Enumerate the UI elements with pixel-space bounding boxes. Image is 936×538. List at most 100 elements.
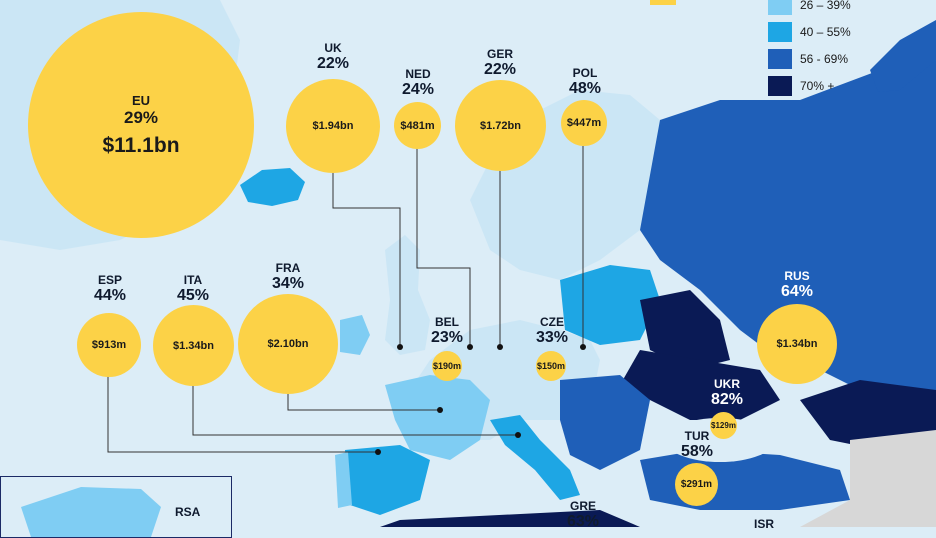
spain-shape <box>345 445 430 515</box>
uk-pct: 22% <box>316 55 350 73</box>
isr-code: ISR <box>753 517 775 531</box>
bubble-esp: $913m <box>77 313 141 377</box>
legend-row: 56 - 69% <box>768 45 936 72</box>
label-rus: RUS 64% <box>780 269 814 301</box>
legend-swatch <box>768 21 792 42</box>
dot-ita <box>515 432 521 438</box>
ned-amount: $481m <box>400 119 435 132</box>
rsa-code: RSA <box>175 505 201 519</box>
bubble-pol: $447m <box>561 100 607 146</box>
balkans-shape <box>560 375 650 470</box>
inset-map <box>21 487 161 537</box>
tur-pct: 58% <box>680 443 714 461</box>
bubble-ita: $1.34bn <box>153 305 234 386</box>
france-shape <box>385 375 490 460</box>
legend-label: 56 - 69% <box>800 51 849 66</box>
bel-pct: 23% <box>430 329 464 347</box>
legend-row: 40 – 55% <box>768 18 936 45</box>
label-bel: BEL 23% <box>430 315 464 347</box>
ukr-code: UKR <box>714 377 740 391</box>
cze-pct: 33% <box>535 329 569 347</box>
eu-pct: 29% <box>123 107 159 127</box>
dot-uk <box>397 344 403 350</box>
leader-ita <box>192 385 518 436</box>
ger-pct: 22% <box>483 61 517 79</box>
tur-code: TUR <box>684 429 710 443</box>
leader-fra <box>287 392 440 411</box>
belarus-shape <box>640 290 730 370</box>
esp-pct: 44% <box>93 287 127 305</box>
ned-code: NED <box>405 67 431 81</box>
bubble-ukr: $129m <box>710 412 737 439</box>
fra-pct: 34% <box>271 275 305 293</box>
uk-code: UK <box>324 41 342 55</box>
legend-row: 70% + <box>768 72 936 99</box>
portugal-shape <box>335 452 352 508</box>
pol-code: POL <box>572 66 598 80</box>
pol-amount: $447m <box>566 117 602 129</box>
dot-ned <box>467 344 473 350</box>
leader-lines <box>107 146 584 453</box>
bubble-uk: $1.94bn <box>286 79 380 173</box>
bel-code: BEL <box>435 315 459 329</box>
label-uk: UK 22% <box>316 41 350 73</box>
gre-code: GRE <box>569 499 596 513</box>
rus-pct: 64% <box>780 283 814 301</box>
ita-pct: 45% <box>176 287 210 305</box>
ukr-amount: $129m <box>711 421 736 430</box>
bubble-ger: $1.72bn <box>455 80 546 171</box>
bubble-tur: $291m <box>675 463 718 506</box>
label-ita: ITA 45% <box>176 273 210 305</box>
bel-amount: $190m <box>432 361 462 371</box>
label-ger: GER 22% <box>483 47 517 79</box>
black-sea <box>665 418 775 462</box>
label-ned: NED 24% <box>401 67 435 99</box>
legend-swatch <box>768 75 792 96</box>
legend-label: 70% + <box>800 78 835 93</box>
label-tur: TUR 58% <box>680 429 714 461</box>
caucasus-shape <box>800 380 936 450</box>
dot-ger <box>497 344 503 350</box>
label-isr: ISR <box>753 517 775 531</box>
italy-shape <box>490 415 580 500</box>
eu-code: EU <box>131 92 151 108</box>
rsa-shape <box>21 487 161 537</box>
label-gre: GRE 63% <box>566 499 600 531</box>
rus-code: RUS <box>784 269 810 283</box>
tur-amount: $291m <box>680 479 713 490</box>
fra-code: FRA <box>275 261 301 275</box>
poland-shape <box>560 265 660 345</box>
fra-amount: $2.10bn <box>267 338 309 350</box>
uk-shape <box>385 235 430 355</box>
ned-pct: 24% <box>401 81 435 99</box>
ger-amount: $1.72bn <box>480 119 521 132</box>
esp-code: ESP <box>97 273 122 287</box>
label-ukr: UKR 82% <box>710 377 744 409</box>
legend-label: 40 – 55% <box>800 24 851 39</box>
esp-amount: $913m <box>91 339 127 351</box>
inset-rsa: RSA <box>0 476 232 538</box>
bubble-rus: $1.34bn <box>757 304 837 384</box>
leader-uk <box>332 172 401 347</box>
ger-code: GER <box>486 47 513 61</box>
dot-esp <box>375 449 381 455</box>
legend-swatch <box>768 0 792 15</box>
legend-swatch <box>768 48 792 69</box>
dot-fra <box>437 407 443 413</box>
eu-amount: $11.1bn <box>102 133 180 157</box>
bubble-ned: $481m <box>394 102 441 149</box>
bubble-bel: $190m <box>432 351 462 381</box>
leader-esp <box>107 375 378 453</box>
label-cze: CZE 33% <box>535 315 569 347</box>
pol-pct: 48% <box>568 80 602 98</box>
label-fra: FRA 34% <box>271 261 305 293</box>
leader-ned <box>416 148 471 347</box>
cze-code: CZE <box>540 315 564 329</box>
rus-amount: $1.34bn <box>776 338 818 350</box>
label-esp: ESP 44% <box>93 273 127 305</box>
legend-yellow-swatch <box>650 0 676 5</box>
ukr-pct: 82% <box>710 391 744 409</box>
legend-label: 26 – 39% <box>800 0 851 12</box>
middle-east-shape <box>800 430 936 527</box>
gre-pct: 63% <box>566 513 600 531</box>
